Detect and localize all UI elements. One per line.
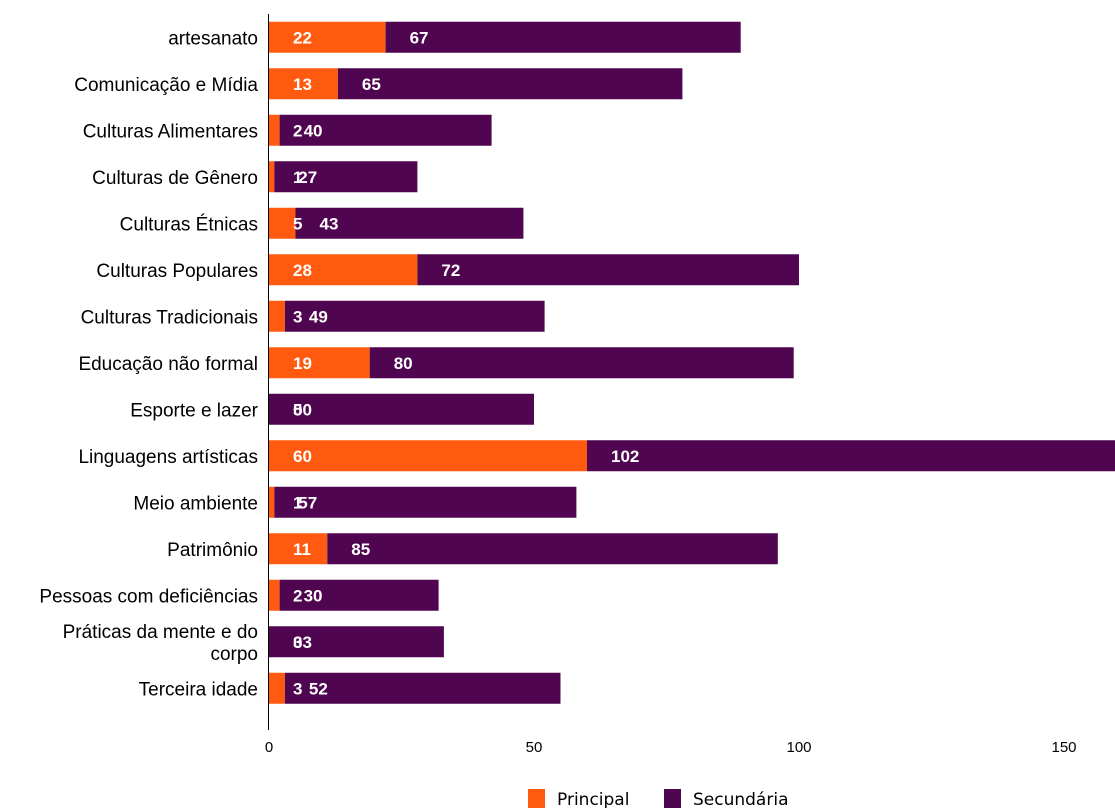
- bar-principal-0: [269, 21, 386, 53]
- category-labels: artesanato Comunicação e Mídia Culturas Al…: [39, 28, 258, 700]
- data-label-principal-9: 60: [293, 447, 312, 466]
- data-label-secundária-3: 27: [298, 168, 317, 187]
- x-tick-label: 50: [526, 739, 543, 756]
- category-label: Terceira idade: [139, 679, 258, 700]
- x-axis-ticks: 0 50 100 150: [265, 739, 1077, 756]
- bar-secundária-0: [385, 21, 741, 53]
- bar-secundária-6: [284, 300, 545, 332]
- data-label-secundária-7: 80: [394, 354, 413, 373]
- data-label-secundária-10: 57: [298, 493, 317, 512]
- bar-principal-5: [269, 254, 418, 286]
- bar-secundária-7: [369, 347, 794, 379]
- data-label-principal-12: 2: [293, 586, 302, 605]
- bar-secundária-13: [269, 626, 444, 658]
- data-label-secundária-13: 33: [293, 633, 312, 652]
- category-label: Culturas Tradicionais: [81, 307, 258, 328]
- category-label: Culturas Alimentares: [83, 121, 258, 142]
- data-label-principal-0: 22: [293, 28, 312, 47]
- bar-principal-7: [269, 347, 370, 379]
- category-label: Patrimônio: [167, 540, 258, 561]
- bar-secundária-12: [279, 579, 439, 611]
- data-label-principal-6: 3: [293, 307, 302, 326]
- legend-label-principal: Principal: [557, 790, 629, 808]
- category-label: Educação não formal: [78, 354, 258, 375]
- data-label-principal-13: 0: [293, 633, 302, 652]
- bar-secundária-11: [327, 533, 778, 565]
- data-label-secundária-2: 40: [304, 121, 323, 140]
- bar-principal-9: [269, 440, 587, 472]
- category-label: Práticas da mente e do corpo: [63, 622, 258, 665]
- bar-principal-12: [269, 579, 280, 611]
- data-label-principal-14: 3: [293, 679, 302, 698]
- data-label-secundária-8: 50: [293, 400, 312, 419]
- data-label-principal-3: 1: [293, 168, 302, 187]
- data-label-principal-5: 28: [293, 261, 312, 280]
- bar-secundária-5: [417, 254, 799, 286]
- bars-layer: [269, 21, 1115, 704]
- data-label-principal-10: 1: [293, 493, 302, 512]
- bar-secundária-9: [587, 440, 1115, 472]
- category-label: Culturas Étnicas: [120, 214, 258, 235]
- bar-secundária-3: [274, 161, 418, 193]
- legend-swatch-secundária: [664, 789, 681, 808]
- data-label-secundária-11: 85: [351, 540, 370, 559]
- data-label-principal-8: 0: [293, 400, 302, 419]
- bar-principal-4: [269, 207, 296, 239]
- x-tick-label: 150: [1051, 739, 1076, 756]
- bar-principal-11: [269, 533, 328, 565]
- legend-label-secundária: Secundária: [693, 790, 788, 808]
- bar-secundária-14: [284, 672, 561, 704]
- bar-secundária-4: [295, 207, 524, 239]
- bar-principal-10: [269, 486, 275, 518]
- category-label: artesanato: [168, 28, 258, 49]
- data-label-secundária-9: 102: [611, 447, 639, 466]
- bar-principal-2: [269, 114, 280, 146]
- data-label-secundária-12: 30: [304, 586, 323, 605]
- bar-principal-3: [269, 161, 275, 193]
- category-label: Culturas Populares: [96, 261, 258, 282]
- category-label: Comunicação e Mídia: [74, 75, 258, 96]
- x-tick-label: 100: [786, 739, 811, 756]
- x-tick-label: 0: [265, 739, 273, 756]
- data-label-secundária-6: 49: [309, 307, 328, 326]
- legend: Principal Secundária: [528, 789, 788, 808]
- data-label-secundária-5: 72: [441, 261, 460, 280]
- data-label-principal-11: 11: [293, 540, 311, 559]
- bar-principal-6: [269, 300, 285, 332]
- legend-swatch-principal: [528, 789, 545, 808]
- data-label-secundária-4: 43: [320, 214, 339, 233]
- bar-secundária-1: [337, 68, 683, 100]
- bar-secundária-2: [279, 114, 492, 146]
- category-label: Esporte e lazer: [130, 400, 258, 421]
- category-label: Meio ambiente: [133, 493, 258, 514]
- data-label-secundária-14: 52: [309, 679, 328, 698]
- data-label-secundária-1: 65: [362, 75, 381, 94]
- category-label: Pessoas com deficiências: [39, 586, 258, 607]
- data-label-principal-1: 13: [293, 75, 312, 94]
- data-label-principal-2: 2: [293, 121, 302, 140]
- bar-principal-1: [269, 68, 338, 100]
- bar-principal-14: [269, 672, 285, 704]
- data-label-secundária-0: 67: [410, 28, 429, 47]
- category-label: Linguagens artísticas: [78, 447, 258, 468]
- data-label-principal-7: 19: [293, 354, 312, 373]
- data-label-principal-4: 5: [293, 214, 302, 233]
- bar-secundária-10: [274, 486, 577, 518]
- bar-secundária-8: [269, 393, 534, 425]
- category-label: Culturas de Gênero: [92, 168, 258, 189]
